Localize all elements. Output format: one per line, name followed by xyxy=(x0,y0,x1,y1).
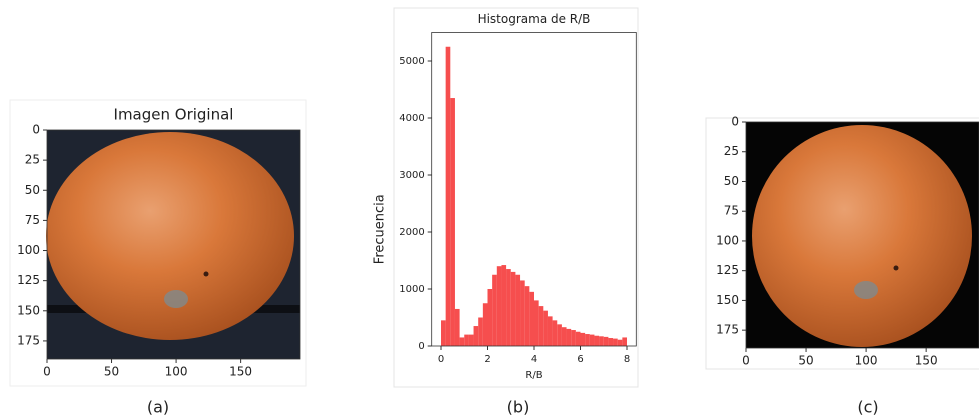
y-tick-label: 75 xyxy=(724,204,739,218)
histogram-bar xyxy=(520,280,525,346)
histogram-bar xyxy=(538,306,544,346)
y-tick-label: 25 xyxy=(25,153,40,167)
histogram-bar xyxy=(506,269,511,346)
histogram-bar xyxy=(566,328,572,346)
histogram-bar xyxy=(445,46,451,346)
x-axis-label: R/B xyxy=(525,370,542,381)
segmented-image xyxy=(746,122,979,348)
histogram-bar xyxy=(594,335,600,346)
x-tick-label: 50 xyxy=(104,365,119,379)
histogram-bar xyxy=(501,265,507,346)
x-tick-label: 100 xyxy=(165,365,188,379)
panel-caption: (b) xyxy=(507,398,530,417)
y-tick-label: 125 xyxy=(716,263,739,277)
y-tick-label: 2000 xyxy=(399,227,424,238)
histogram-bar xyxy=(510,271,516,346)
histogram-bar xyxy=(599,336,604,346)
histogram-bar xyxy=(580,332,586,346)
histogram-bar xyxy=(585,334,590,346)
x-tick-label: 0 xyxy=(43,365,51,379)
y-tick-label: 50 xyxy=(25,183,40,197)
y-tick-label: 50 xyxy=(724,174,739,188)
y-tick-label: 75 xyxy=(25,213,40,227)
y-tick-label: 0 xyxy=(418,341,424,352)
y-tick-label: 150 xyxy=(17,303,40,317)
x-tick-label: 0 xyxy=(742,354,750,368)
y-tick-label: 0 xyxy=(731,115,739,129)
chart-title: Histograma de R/B xyxy=(478,12,591,26)
orange-image xyxy=(46,130,300,359)
axes-frame xyxy=(745,121,979,349)
x-tick-label: 150 xyxy=(915,354,938,368)
histogram-bar xyxy=(482,303,488,346)
histogram-bar xyxy=(547,316,553,346)
y-tick-label: 175 xyxy=(716,323,739,337)
histogram-bar xyxy=(575,331,581,346)
histogram-bar xyxy=(464,334,469,346)
histogram-bar xyxy=(529,291,534,346)
histogram-bar xyxy=(524,286,530,346)
y-axis-label: Frecuencia xyxy=(373,194,388,264)
y-tick-label: 175 xyxy=(17,333,40,347)
histogram-bar xyxy=(478,317,483,346)
y-tick-label: 100 xyxy=(17,243,40,257)
histogram-bar xyxy=(450,98,455,346)
chart-title: Imagen Original xyxy=(114,106,234,124)
panel-caption: (a) xyxy=(147,398,169,417)
histogram-bar xyxy=(603,336,609,346)
histogram-bar xyxy=(613,338,618,346)
y-tick-label: 150 xyxy=(716,293,739,307)
panel-caption: (c) xyxy=(857,398,878,417)
histogram-bar xyxy=(552,320,558,346)
histogram-bar xyxy=(622,337,627,346)
histogram-bar xyxy=(459,337,465,346)
y-tick-label: 100 xyxy=(716,233,739,247)
histogram-bar xyxy=(589,334,595,346)
histogram-bar xyxy=(492,274,497,346)
y-tick-label: 125 xyxy=(17,273,40,287)
x-tick-label: 8 xyxy=(624,354,630,365)
histogram-bar xyxy=(561,327,567,346)
histogram-bar xyxy=(608,338,614,346)
histogram-bar xyxy=(515,274,521,346)
histogram-bar xyxy=(543,310,548,346)
y-tick-label: 1000 xyxy=(399,284,424,295)
histogram-bar xyxy=(557,324,562,346)
y-tick-label: 25 xyxy=(724,144,739,158)
histogram-bar xyxy=(487,289,493,346)
y-tick-label: 4000 xyxy=(399,113,424,124)
histogram-bar xyxy=(441,320,446,346)
x-tick-label: 2 xyxy=(484,354,490,365)
histogram-bar xyxy=(496,266,502,346)
y-tick-label: 0 xyxy=(32,123,40,137)
y-tick-label: 3000 xyxy=(399,170,424,181)
histogram-bar xyxy=(571,330,576,346)
x-tick-label: 150 xyxy=(229,365,252,379)
histogram-bar xyxy=(454,308,460,346)
x-tick-label: 4 xyxy=(531,354,537,365)
histogram-bar xyxy=(534,300,539,346)
y-tick-label: 5000 xyxy=(399,56,424,67)
x-tick-label: 100 xyxy=(855,354,878,368)
histogram-bar xyxy=(468,334,474,346)
x-tick-label: 0 xyxy=(438,354,444,365)
histogram-bar xyxy=(617,339,623,346)
x-tick-label: 6 xyxy=(577,354,583,365)
x-tick-label: 50 xyxy=(798,354,813,368)
histogram-bar xyxy=(473,326,479,346)
axes-frame xyxy=(46,129,301,360)
